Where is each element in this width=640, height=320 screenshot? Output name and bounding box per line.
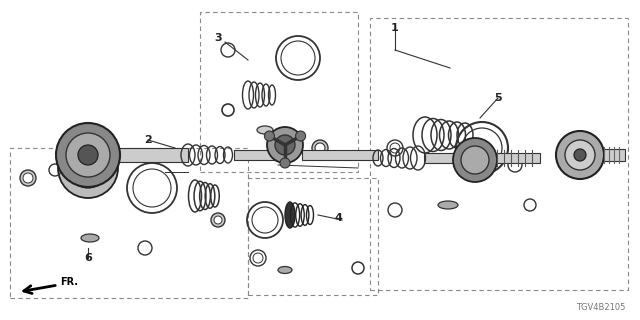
Bar [424, 153, 468, 163]
Circle shape [23, 173, 33, 183]
Circle shape [461, 146, 489, 174]
Circle shape [453, 138, 497, 182]
Bar [603, 149, 625, 161]
Bar [370, 18, 628, 290]
Ellipse shape [438, 201, 458, 209]
Circle shape [565, 140, 595, 170]
Text: FR.: FR. [60, 277, 78, 287]
Ellipse shape [81, 234, 99, 242]
Bar [200, 12, 358, 172]
Bar [10, 148, 248, 298]
Bar [302, 150, 378, 160]
Circle shape [20, 170, 36, 186]
Circle shape [267, 127, 303, 163]
Circle shape [68, 148, 108, 188]
Circle shape [56, 123, 120, 187]
Circle shape [556, 131, 604, 179]
Circle shape [78, 145, 98, 165]
Circle shape [214, 216, 222, 224]
Circle shape [574, 149, 586, 161]
Circle shape [211, 213, 225, 227]
Text: 4: 4 [334, 213, 342, 223]
Text: 6: 6 [84, 253, 92, 263]
Bar [248, 178, 378, 295]
Text: 3: 3 [214, 33, 222, 43]
Bar [234, 150, 278, 160]
Text: 5: 5 [494, 93, 502, 103]
Circle shape [275, 135, 295, 155]
Circle shape [280, 158, 290, 168]
Text: 2: 2 [144, 135, 152, 145]
Circle shape [315, 143, 325, 153]
Ellipse shape [278, 267, 292, 274]
Circle shape [58, 138, 118, 198]
Circle shape [66, 133, 110, 177]
Ellipse shape [257, 126, 273, 134]
Ellipse shape [285, 202, 295, 228]
Circle shape [78, 158, 98, 178]
Bar [118, 148, 188, 162]
Circle shape [312, 140, 328, 156]
Circle shape [296, 131, 305, 141]
Text: TGV4B2105: TGV4B2105 [575, 303, 625, 312]
Bar [496, 153, 540, 163]
Text: 1: 1 [391, 23, 399, 33]
Circle shape [264, 131, 275, 141]
